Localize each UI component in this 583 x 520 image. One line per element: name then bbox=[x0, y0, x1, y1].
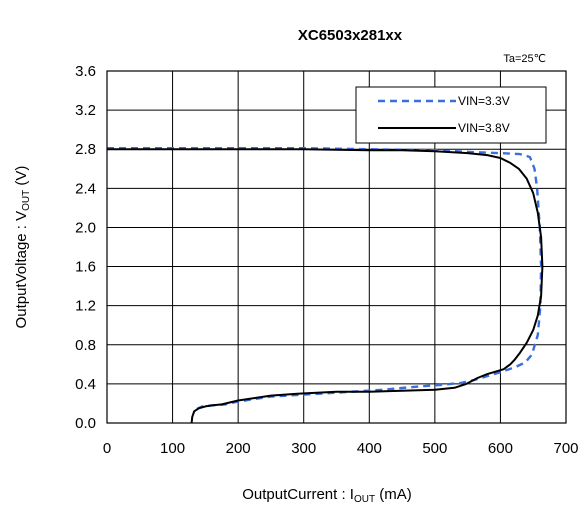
y-axis-label-unit: (V) bbox=[13, 166, 30, 190]
y-tick-label: 3.2 bbox=[75, 102, 96, 119]
y-tick-label: 0.4 bbox=[75, 376, 96, 393]
plot-frame bbox=[106, 70, 567, 424]
y-tick-label: 2.0 bbox=[75, 219, 96, 236]
x-tick-label: 300 bbox=[291, 440, 316, 457]
x-axis-label-subscript: OUT bbox=[354, 494, 375, 505]
y-axis-label: OutputVoltage : VOUT (V) bbox=[13, 166, 32, 329]
x-tick-label: 100 bbox=[160, 440, 185, 457]
temperature-annotation: Ta=25℃ bbox=[503, 53, 546, 65]
x-tick-label: 500 bbox=[422, 440, 447, 457]
y-tick-label: 2.8 bbox=[75, 141, 96, 158]
y-axis-label-subscript: OUT bbox=[21, 190, 32, 211]
series-line-2 bbox=[107, 148, 544, 424]
tick-labels: 0 100 200 300 400 500 600 700 0.0 0.4 0.8 1.2 1.6 2.0… bbox=[75, 63, 578, 457]
y-tick-label: 3.6 bbox=[75, 63, 96, 80]
x-axis-label: OutputCurrent : IOUT (mA) bbox=[242, 486, 412, 505]
legend-box bbox=[355, 86, 547, 144]
y-axis-label-main: OutputVoltage : V bbox=[13, 211, 30, 329]
x-tick-label: 400 bbox=[357, 440, 382, 457]
legend-label-2: VIN=3.8V bbox=[458, 121, 510, 135]
y-tick-label: 2.4 bbox=[75, 180, 96, 197]
y-tick-label: 1.2 bbox=[75, 298, 96, 315]
x-tick-label: 200 bbox=[226, 440, 251, 457]
series-layer bbox=[107, 147, 544, 424]
legend-label-1: VIN=3.3V bbox=[458, 94, 510, 108]
x-tick-label: 600 bbox=[488, 440, 513, 457]
x-axis-label-main: OutputCurrent : I bbox=[242, 486, 354, 503]
y-tick-label: 0.8 bbox=[75, 337, 96, 354]
chart-title: XC6503x281xx bbox=[298, 27, 403, 44]
y-tick-label: 0.0 bbox=[75, 415, 96, 432]
x-tick-label: 0 bbox=[103, 440, 111, 457]
legend: VIN=3.3V VIN=3.8V bbox=[355, 86, 547, 144]
x-tick-label: 700 bbox=[553, 440, 578, 457]
y-tick-label: 1.6 bbox=[75, 259, 96, 276]
x-axis-label-unit: (mA) bbox=[375, 486, 412, 503]
